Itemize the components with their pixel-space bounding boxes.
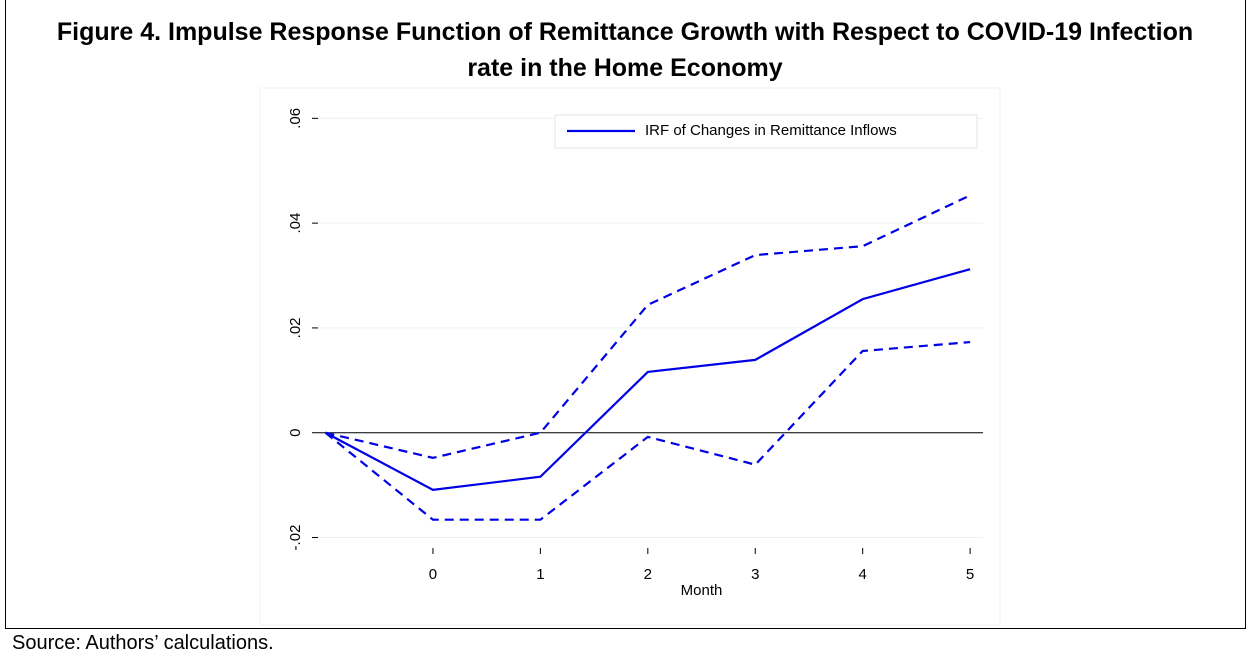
chart-title: Figure 4. Impulse Response Function of R… (56, 18, 1194, 82)
x-tick-label: 1 (536, 566, 544, 583)
figure-frame (5, 0, 1246, 629)
y-tick-label: -.02 (287, 525, 304, 551)
x-tick-label: 5 (966, 566, 974, 583)
x-axis-label: Month (681, 582, 723, 599)
graph-region (259, 87, 1001, 626)
y-tick-label: 0 (287, 429, 304, 437)
series-line (325, 268, 971, 491)
x-tick-label: 0 (429, 566, 437, 583)
x-tick-label: 3 (751, 566, 759, 583)
series-line (325, 194, 971, 460)
y-tick-label: .06 (287, 108, 304, 129)
y-tick-label: .02 (287, 318, 304, 339)
series-line (324, 340, 971, 521)
legend-label: IRF of Changes in Remittance Inflows (645, 122, 897, 139)
chart: -.02 0 .02 .04 .06 0 1 2 3 4 5 Month IRF of Changes … (259, 87, 1001, 626)
source-note: Source: Authors’ calculations. (12, 632, 274, 654)
y-tick-label: .04 (287, 213, 304, 234)
x-tick-label: 2 (644, 566, 652, 583)
x-tick-label: 4 (859, 566, 867, 583)
